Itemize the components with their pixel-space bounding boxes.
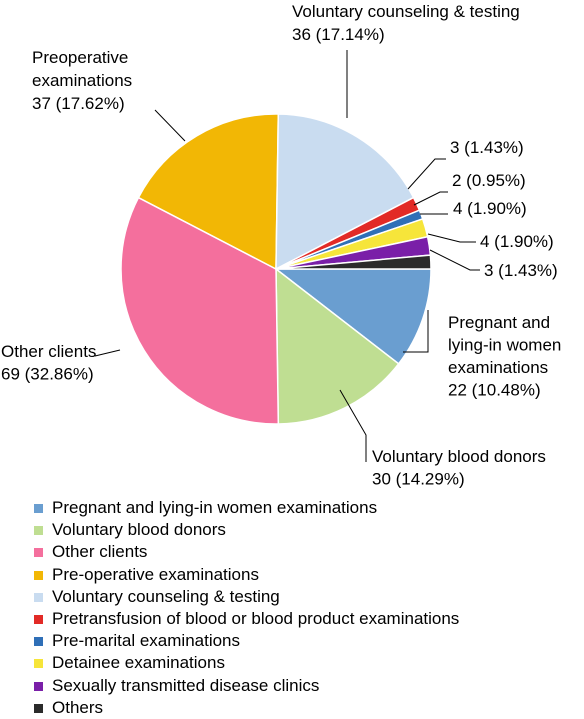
legend-label: Others	[52, 697, 104, 717]
legend-label: Pretransfusion of blood or blood product…	[52, 608, 460, 628]
legend-label: Pregnant and lying-in women examinations	[52, 498, 378, 517]
data-label: 37 (17.62%)	[32, 94, 125, 113]
leader-line	[413, 191, 448, 206]
legend-item: Voluntary counseling & testing	[34, 586, 459, 608]
leader-line	[407, 158, 446, 190]
legend-item: Detainee examinations	[34, 652, 459, 674]
leader-line	[429, 249, 480, 271]
legend-swatch	[34, 637, 43, 647]
legend-swatch	[34, 592, 43, 602]
data-label: 3 (1.43%)	[450, 138, 524, 157]
data-label: Voluntary counseling & testing	[292, 2, 520, 21]
data-label: examinations	[448, 358, 548, 377]
legend-item: Pretransfusion of blood or blood product…	[34, 608, 459, 630]
leader-line	[427, 233, 476, 243]
leader-lines	[94, 50, 480, 462]
leader-line	[339, 389, 367, 462]
leader-line	[94, 349, 121, 357]
legend-swatch	[34, 659, 43, 669]
legend-label: Pre-marital examinations	[52, 631, 241, 651]
data-label: Preoperative	[32, 48, 128, 67]
pie-slices	[120, 113, 432, 425]
legend-swatch	[34, 681, 43, 691]
pie-chart: Pregnant and lying-in women examinations 22…	[1, 2, 561, 489]
data-label: Voluntary blood donors	[372, 447, 546, 466]
legend-swatch	[34, 614, 43, 624]
legend-item: Pregnant and lying-in women examinations	[34, 497, 459, 519]
legend-label: Voluntary counseling & testing	[52, 586, 280, 606]
data-label: 69 (32.86%)	[1, 365, 94, 384]
pie-slice	[275, 267, 400, 425]
data-label: Pregnant and	[448, 313, 550, 332]
legend: Pregnant and lying-in women examinations…	[34, 497, 459, 719]
data-label: examinations	[32, 71, 132, 90]
legend-label: Pre-operative examinations	[52, 564, 259, 584]
data-label: 22 (10.48%)	[448, 381, 541, 400]
data-label: 4 (1.90%)	[480, 232, 554, 251]
pie-slice	[273, 268, 432, 365]
legend-item: Sexually transmitted disease clinics	[34, 675, 459, 697]
legend-swatch	[34, 548, 43, 558]
legend-label: Voluntary blood donors	[52, 520, 226, 540]
pie-slice	[275, 254, 432, 270]
data-label: 3 (1.43%)	[484, 261, 558, 280]
legend-item: Others	[34, 697, 459, 719]
data-label: lying-in women	[448, 336, 561, 355]
legend-item: Pre-operative examinations	[34, 564, 459, 586]
legend-item: Voluntary blood donors	[34, 519, 459, 541]
data-label: 30 (14.29%)	[372, 470, 465, 489]
leader-line	[403, 310, 429, 353]
legend-swatch	[34, 526, 43, 536]
pie-slice	[137, 113, 280, 271]
legend-swatch	[34, 570, 43, 580]
pie-slice	[120, 196, 280, 425]
data-labels: Pregnant and lying-in women examinations 22…	[1, 2, 561, 489]
legend-item: Pre-marital examinations	[34, 630, 459, 652]
leader-line	[154, 109, 186, 142]
data-label: 2 (0.95%)	[452, 171, 526, 190]
data-label: 36 (17.14%)	[292, 25, 385, 44]
legend-label: Other clients	[52, 542, 148, 562]
pie-slice	[275, 113, 415, 271]
legend-label: Sexually transmitted disease clinics	[52, 675, 320, 695]
legend-label: Detainee examinations	[52, 653, 225, 673]
data-label: Other clients	[1, 342, 96, 361]
legend-item: Other clients	[34, 541, 459, 563]
legend-swatch	[34, 504, 43, 513]
data-label: 4 (1.90%)	[453, 199, 527, 218]
legend-swatch	[34, 703, 43, 713]
